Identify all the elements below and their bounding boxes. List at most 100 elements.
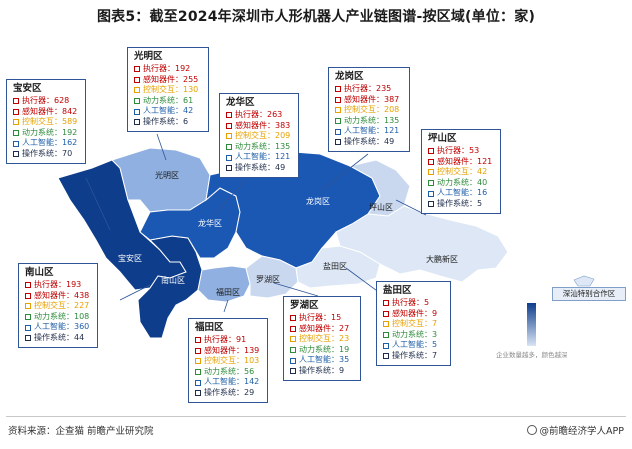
category-marker-icon [226,133,232,140]
district-stat-row: 控制交互： 130 [134,85,202,96]
category-label: 执行器 [235,110,259,119]
category-count: 23 [339,334,350,344]
district-stat-row: 执行器： 15 [290,313,354,324]
category-label: 人工智能 [235,152,267,162]
district-stat-row: 感知器件： 842 [13,107,79,118]
category-count: 209 [275,131,291,141]
district-stat-row: 人工智能： 162 [13,138,79,149]
category-label: 人工智能 [437,188,469,198]
category-count: 42 [477,167,488,177]
district-box-title: 盐田区 [383,285,412,296]
category-count: 70 [62,148,73,158]
district-stat-row: 操作系统： 49 [335,137,403,148]
category-marker-icon [335,118,341,125]
category-count: 9 [432,308,438,318]
category-count: 91 [236,335,247,344]
category-label: 动力系统 [235,141,267,151]
category-count: 628 [54,96,70,105]
category-count: 5 [424,298,430,307]
category-label: 感知器件 [344,94,376,104]
map-label-futian: 福田区 [216,288,240,297]
category-count: 121 [384,126,400,136]
category-count: 383 [275,120,291,130]
category-marker-icon [226,144,232,151]
category-label: 感知器件 [34,290,66,300]
category-count: 9 [339,365,345,375]
district-stat-row: 控制交互： 103 [195,356,261,367]
category-count: 192 [62,127,78,137]
category-label: 人工智能 [34,322,66,332]
category-label: 控制交互 [34,301,66,311]
category-marker-icon [134,119,140,126]
category-label: 动力系统 [143,95,175,105]
district-stat-row: 控制交互： 589 [13,117,79,128]
category-label: 控制交互 [235,131,267,141]
category-marker-icon [335,96,341,103]
category-marker-icon [290,336,296,343]
category-label: 执行器 [344,84,368,93]
category-marker-icon [290,368,296,375]
region-dapeng [335,205,509,283]
category-marker-icon [383,310,389,317]
category-count: 15 [331,313,342,322]
category-count: 6 [183,116,189,126]
district-stat-row: 感知器件： 255 [134,75,202,86]
map-label-yantian: 盐田区 [323,262,347,271]
category-count: 235 [376,84,392,93]
category-marker-icon [25,314,31,321]
category-label: 控制交互 [299,334,331,344]
category-label: 动力系统 [344,115,376,125]
category-count: 162 [62,138,78,148]
category-count: 360 [74,322,90,332]
district-stat-row: 执行器： 5 [383,298,444,309]
category-label: 操作系统 [344,136,376,146]
category-marker-icon [25,282,31,289]
district-stat-row: 操作系统： 9 [290,366,354,377]
category-marker-icon [290,357,296,364]
category-marker-icon [428,190,434,197]
map-label-dapeng: 大鹏新区 [426,255,458,264]
brand-icon [526,425,537,435]
brand-credit: @前瞻经济学人APP [526,423,624,437]
category-label: 控制交互 [204,356,236,366]
category-marker-icon [25,335,31,342]
district-box-title: 龙华区 [226,97,255,108]
category-count: 40 [477,177,488,187]
legend-note: 企业数量越多，颜色越深 [496,351,568,359]
district-box-luohu: 罗湖区 执行器： 15 感知器件： 27 控制交互： 23 动力系统： 19 人工智能： 35 操作系… [283,296,361,381]
category-label: 感知器件 [299,323,331,333]
category-marker-icon [383,321,389,328]
district-stat-row: 动力系统： 108 [25,312,91,323]
category-count: 49 [275,162,286,172]
district-stat-row: 执行器： 628 [13,96,79,107]
category-count: 5 [432,340,438,350]
category-marker-icon [195,337,201,344]
district-stat-row: 操作系统： 7 [383,351,444,362]
category-marker-icon [134,66,140,73]
category-marker-icon [290,347,296,354]
category-marker-icon [226,122,232,129]
district-stat-row: 执行器： 235 [335,84,403,95]
category-label: 感知器件 [437,156,469,166]
category-label: 人工智能 [143,106,175,116]
district-stat-row: 控制交互： 23 [290,334,354,345]
district-stat-row: 动力系统： 40 [428,178,494,189]
category-count: 7 [432,319,438,329]
category-marker-icon [13,119,19,126]
district-stat-row: 动力系统： 19 [290,345,354,356]
category-label: 感知器件 [392,308,424,318]
shenshan-label: 深汕特别合作区 [552,287,626,301]
region-shenshan [573,275,595,287]
category-marker-icon [383,332,389,339]
category-label: 执行器 [22,96,46,105]
category-marker-icon [226,112,232,119]
district-box-title: 坪山区 [428,133,457,144]
category-marker-icon [25,303,31,310]
region-nanshan [137,235,203,339]
category-label: 感知器件 [22,106,54,116]
category-label: 人工智能 [22,138,54,148]
category-marker-icon [25,324,31,331]
district-stat-row: 控制交互： 42 [428,167,494,178]
category-label: 操作系统 [299,365,331,375]
category-label: 操作系统 [22,148,54,158]
